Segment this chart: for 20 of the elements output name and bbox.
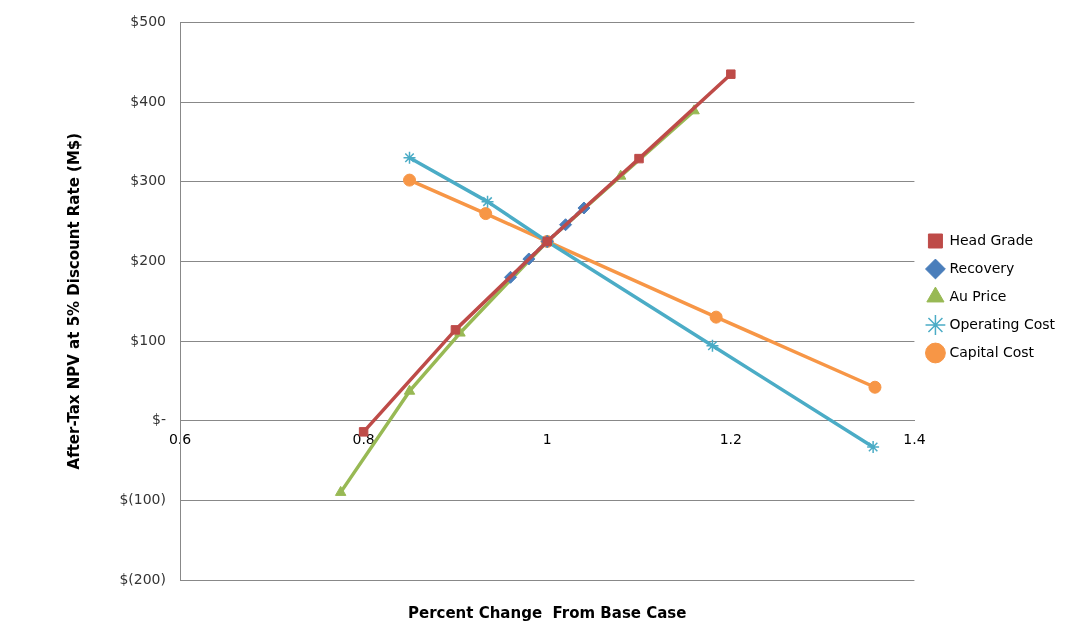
legend-label: Head Grade [949, 231, 1034, 248]
y-tick-label: $- [152, 411, 166, 428]
x-tick-label: 1.4 [903, 430, 926, 447]
x-tick-label: 1 [542, 430, 552, 447]
y-tick-label: $(100) [119, 490, 166, 507]
x-tick-label: 1.2 [719, 430, 742, 447]
y-tick-label: $(200) [119, 570, 166, 587]
legend-label: Recovery [949, 259, 1015, 276]
y-tick-label: $300 [130, 172, 166, 189]
legend-label: Capital Cost [949, 343, 1035, 360]
x-tick-label: 0.6 [168, 430, 192, 447]
y-tick-label: $500 [130, 13, 166, 30]
legend-label: Operating Cost [949, 315, 1056, 332]
x-axis-title: Percent Change From Base Case [407, 603, 687, 622]
y-tick-label: $200 [130, 252, 166, 269]
legend-label: Au Price [949, 287, 1007, 304]
y-tick-label: $400 [130, 92, 166, 109]
y-tick-label: $100 [130, 331, 166, 348]
x-tick-label: 0.8 [352, 430, 375, 447]
y-axis-title: After-Tax NPV at 5% Discount Rate (M$) [64, 132, 83, 470]
